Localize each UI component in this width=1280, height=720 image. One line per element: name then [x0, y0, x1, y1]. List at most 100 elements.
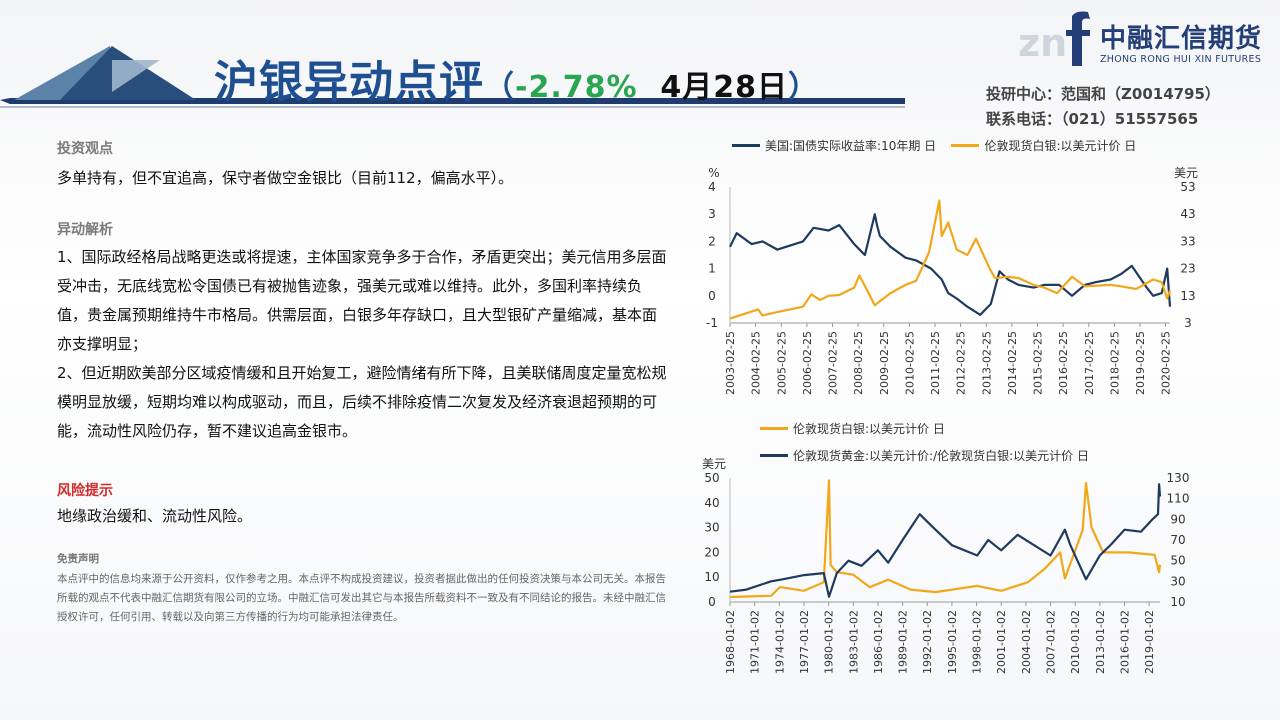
left-axis-unit: 美元: [702, 457, 726, 471]
series-line-0: [729, 479, 1162, 599]
chart2-legend-row1: 伦敦现货白银:以美元计价 日: [760, 420, 945, 437]
left-tick-label: 10: [704, 570, 719, 584]
title-rest: 异动点评: [304, 57, 484, 108]
risk-title: 风险提示: [57, 483, 113, 499]
logo-text-en: ZHONG RONG HUI XIN FUTURES: [1100, 54, 1262, 65]
left-tick-label: 40: [704, 496, 719, 510]
x-tick-label: 1971-01-02: [749, 610, 762, 674]
x-tick-label: 2019-01-02: [1143, 610, 1156, 674]
x-tick-label: 2009-02-25: [878, 331, 891, 395]
right-tick-label: 53: [1180, 180, 1195, 194]
legend-swatch-icon: [760, 427, 788, 430]
x-tick-label: 2012-02-25: [955, 331, 968, 395]
x-tick-label: 2015-02-25: [1031, 331, 1044, 395]
risk-text: 地缘政治缓和、流动性风险。: [57, 507, 253, 525]
x-tick-label: 2018-02-25: [1108, 331, 1121, 395]
x-tick-label: 2017-02-25: [1083, 331, 1096, 395]
chart2-legend-item-ratio: 伦敦现货黄金:以美元计价:/伦敦现货白银:以美元计价 日: [760, 449, 1089, 463]
x-tick-label: 1986-01-02: [872, 610, 885, 674]
x-tick-label: 2004-02-25: [750, 331, 763, 395]
x-tick-label: 2010-02-25: [903, 331, 916, 395]
x-tick-label: 1983-01-02: [847, 610, 860, 674]
right-tick-label: 23: [1180, 262, 1195, 276]
chart1-legend-item-silver: 伦敦现货白银:以美元计价 日: [951, 139, 1136, 153]
page-title: 沪银异动点评（-2.78% 4月28日）: [214, 46, 819, 110]
x-tick-label: 2019-02-25: [1134, 331, 1147, 395]
left-tick-label: -1: [706, 316, 718, 330]
title-date: 4月28日: [660, 70, 789, 105]
title-close-paren: ）: [788, 70, 820, 105]
series-line-0: [729, 213, 1172, 316]
analysis-paragraph-2: 2、但近期欧美部分区域疫情缓和且开始复工，避险情绪有所下降，且美联储周度定量宽松…: [57, 364, 667, 440]
right-tick-label: 43: [1180, 207, 1195, 221]
title-change: -2.78%: [515, 70, 638, 105]
company-logo: zn: [1018, 11, 1090, 66]
x-tick-label: 1995-01-02: [946, 610, 959, 674]
right-tick-label: 110: [1167, 492, 1190, 506]
left-tick-label: 50: [704, 471, 719, 485]
contact-researcher: 投研中心：范国和（Z0014795）: [986, 85, 1220, 103]
chart1-legend-item-yield: 美国:国债实际收益率:10年期 日: [732, 139, 936, 153]
chart2-legend-row2: 伦敦现货黄金:以美元计价:/伦敦现货白银:以美元计价 日: [760, 447, 1089, 464]
left-tick-label: 2: [708, 234, 716, 248]
x-tick-label: 1974-01-02: [773, 610, 786, 674]
right-tick-label: 10: [1170, 595, 1185, 609]
x-tick-label: 1977-01-02: [798, 610, 811, 674]
right-tick-label: 70: [1170, 533, 1185, 547]
right-tick-label: 50: [1170, 554, 1185, 568]
x-tick-label: 2020-02-25: [1160, 331, 1173, 395]
x-tick-label: 2007-01-02: [1045, 610, 1058, 674]
left-tick-label: 30: [704, 521, 719, 535]
analysis-paragraph-1: 1、国际政经格局战略更迭或将提速，主体国家竞争多于合作，矛盾更突出；美元信用多层…: [57, 248, 667, 353]
chart2-legend-item-silver: 伦敦现货白银:以美元计价 日: [760, 422, 945, 436]
legend-swatch-icon: [760, 454, 788, 457]
series-line-1: [729, 199, 1172, 320]
right-axis-unit: 美元: [1174, 166, 1198, 180]
x-tick-label: 2014-02-25: [1006, 331, 1019, 395]
x-tick-label: 1968-01-02: [724, 610, 737, 674]
left-axis-unit: %: [708, 166, 719, 180]
x-tick-label: 2010-01-02: [1069, 610, 1082, 674]
logo-mark-icon: zn: [1018, 11, 1090, 66]
x-tick-label: 2003-02-25: [724, 331, 737, 395]
disclaimer-title: 免责声明: [57, 553, 99, 565]
right-tick-label: 90: [1170, 512, 1185, 526]
title-main: 沪银: [214, 57, 304, 108]
x-tick-label: 1992-01-02: [921, 610, 934, 674]
analysis-title: 异动解析: [57, 222, 113, 238]
svg-text:zn: zn: [1018, 21, 1067, 65]
legend-swatch-icon: [732, 144, 760, 147]
left-tick-label: 20: [704, 545, 719, 559]
x-tick-label: 2016-02-25: [1057, 331, 1070, 395]
view-title: 投资观点: [57, 141, 113, 157]
x-tick-label: 2013-02-25: [980, 331, 993, 395]
x-tick-label: 2005-02-25: [775, 331, 788, 395]
x-tick-label: 1998-01-02: [971, 610, 984, 674]
x-tick-label: 2013-01-02: [1094, 610, 1107, 674]
left-tick-label: 4: [708, 180, 716, 194]
left-tick-label: 3: [708, 207, 716, 221]
disclaimer-text: 本点评中的信息均来源于公开资料，仅作参考之用。本点评不构成投资建议，投资者据此做…: [57, 573, 666, 623]
x-tick-label: 1989-01-02: [897, 610, 910, 674]
x-tick-label: 2001-01-02: [995, 610, 1008, 674]
title-open-paren: （: [484, 70, 515, 105]
right-tick-label: 3: [1184, 316, 1192, 330]
left-tick-label: 0: [708, 289, 716, 303]
series-line-1: [729, 483, 1162, 598]
left-tick-label: 1: [708, 262, 716, 276]
contact-phone: 联系电话：（021）51557565: [986, 110, 1199, 128]
left-tick-label: 0: [708, 595, 716, 609]
logo-text-cn: 中融汇信期货: [1100, 24, 1263, 54]
right-tick-label: 30: [1170, 574, 1185, 588]
x-tick-label: 1980-01-02: [823, 610, 836, 674]
x-tick-label: 2004-01-02: [1020, 610, 1033, 674]
legend-swatch-icon: [951, 144, 980, 147]
right-tick-label: 33: [1180, 234, 1195, 248]
x-tick-label: 2007-02-25: [826, 331, 839, 395]
commentary-column: 投资观点 多单持有，但不宜追高，保守者做空金银比（目前112，偏高水平）。 异动…: [57, 138, 667, 627]
x-tick-label: 2006-02-25: [801, 331, 814, 395]
x-tick-label: 2011-02-25: [929, 331, 942, 395]
x-tick-label: 2008-02-25: [852, 331, 865, 395]
x-tick-label: 2016-01-02: [1118, 610, 1131, 674]
